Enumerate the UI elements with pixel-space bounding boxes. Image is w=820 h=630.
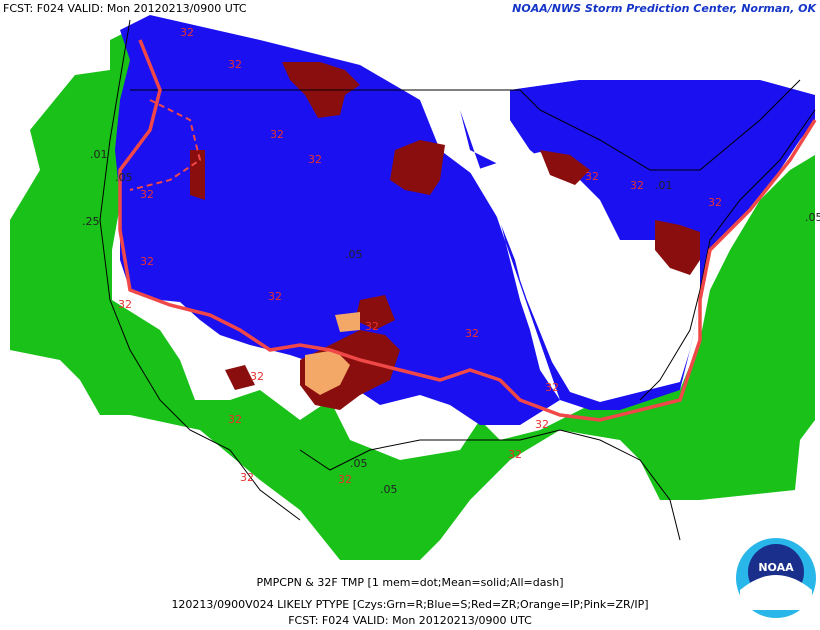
contour-labels: 32 32 32 32 32 32 32 32 32 32 32 32 32 3… bbox=[82, 26, 820, 496]
contour-label: 32 bbox=[140, 255, 154, 268]
contour-label: 32 bbox=[465, 327, 479, 340]
contour-label: 32 bbox=[508, 448, 522, 461]
contour-label: 32 bbox=[140, 188, 154, 201]
contour-label: .25 bbox=[82, 215, 100, 228]
coastline bbox=[99, 19, 301, 521]
footer-line: 120213/0900V024 LIKELY PTYPE [Czys:Grn=R… bbox=[171, 598, 648, 611]
freezing-rain-area bbox=[655, 220, 700, 275]
contour-label: .05 bbox=[350, 457, 368, 470]
contour-label: 32 bbox=[365, 320, 379, 333]
freezing-rain-area bbox=[190, 150, 205, 200]
coastline bbox=[639, 109, 816, 401]
footer-line: PMPCPN & 32F TMP [1 mem=dot;Mean=solid;A… bbox=[257, 576, 564, 589]
contour-label: 32 bbox=[535, 418, 549, 431]
contour-label: .01 bbox=[90, 148, 108, 161]
freezing-contour bbox=[129, 99, 202, 191]
contour-label: 32 bbox=[585, 170, 599, 183]
header-left: FCST: F024 VALID: Mon 20120213/0900 UTC bbox=[3, 2, 247, 15]
ice-pellet-area bbox=[335, 312, 360, 332]
contour-label: 32 bbox=[338, 473, 352, 486]
contour-label: 32 bbox=[240, 471, 254, 484]
contour-label: .05 bbox=[115, 171, 133, 184]
ice-pellet-area bbox=[305, 350, 350, 395]
freezing-rain-area bbox=[225, 365, 255, 390]
freezing-rain-area bbox=[390, 140, 445, 195]
contour-label: 32 bbox=[630, 179, 644, 192]
footer-line: FCST: F024 VALID: Mon 20120213/0900 UTC bbox=[288, 614, 532, 627]
border-line bbox=[130, 79, 801, 171]
freezing-contour bbox=[118, 39, 817, 422]
contour-label: 32 bbox=[708, 196, 722, 209]
coastline bbox=[299, 429, 681, 541]
contour-label: 32 bbox=[228, 58, 242, 71]
contour-label: .05 bbox=[805, 211, 820, 224]
contour-label: 32 bbox=[180, 26, 194, 39]
noaa-logo: NOAA bbox=[736, 538, 816, 618]
header-right: NOAA/NWS Storm Prediction Center, Norman… bbox=[512, 2, 817, 15]
contour-label: 32 bbox=[545, 381, 559, 394]
dry-area bbox=[470, 152, 700, 402]
contour-label: .05 bbox=[380, 483, 398, 496]
contour-label: .01 bbox=[655, 179, 673, 192]
contour-label: 32 bbox=[308, 153, 322, 166]
freezing-rain-area bbox=[355, 295, 395, 330]
contour-label: 32 bbox=[268, 290, 282, 303]
rain-area bbox=[10, 30, 815, 560]
borders bbox=[99, 19, 816, 541]
freezing-rain-area bbox=[540, 150, 590, 185]
snow-area bbox=[510, 80, 800, 215]
logo-text: NOAA bbox=[758, 561, 794, 574]
contour-label: .05 bbox=[345, 248, 363, 261]
contour-label: 32 bbox=[250, 370, 264, 383]
logo-bird bbox=[740, 575, 812, 610]
contour-label: 32 bbox=[228, 413, 242, 426]
contour-label: 32 bbox=[270, 128, 284, 141]
contour-label: 32 bbox=[118, 298, 132, 311]
